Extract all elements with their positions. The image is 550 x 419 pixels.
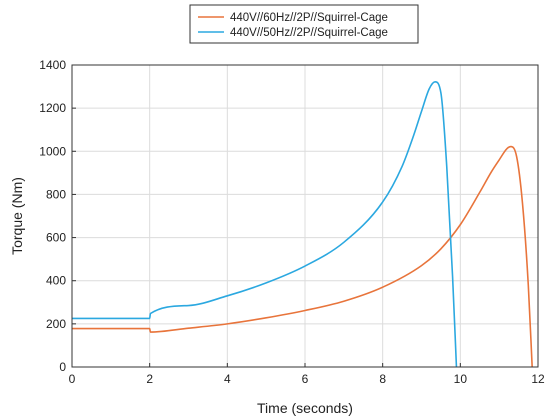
legend: 440V//60Hz//2P//Squirrel-Cage 440V//50Hz… [189, 4, 419, 44]
x-tick-label: 2 [146, 372, 153, 386]
legend-entry-60hz: 440V//60Hz//2P//Squirrel-Cage [230, 12, 388, 24]
x-tick-label: 0 [69, 372, 76, 386]
x-axis-label: Time (seconds) [257, 400, 353, 416]
series-line-50hz [72, 81, 458, 368]
y-tick-label: 1000 [39, 144, 66, 158]
x-tick-label: 4 [224, 372, 231, 386]
x-axis-ticks: 0 2 4 6 8 10 12 [69, 363, 545, 386]
y-tick-label: 200 [46, 317, 66, 331]
y-tick-label: 600 [46, 231, 66, 245]
x-tick-label: 12 [531, 372, 545, 386]
series-lines [72, 81, 533, 368]
series-line-60hz [72, 145, 533, 368]
y-tick-label: 1400 [39, 58, 66, 72]
y-axis-ticks: 0 200 400 600 800 1000 1200 1400 [39, 58, 76, 374]
y-tick-label: 400 [46, 274, 66, 288]
x-tick-label: 10 [454, 372, 468, 386]
x-tick-label: 8 [379, 372, 386, 386]
y-axis-label: Torque (Nm) [9, 177, 25, 255]
grid-lines [71, 64, 539, 368]
y-tick-label: 0 [59, 360, 66, 374]
legend-entry-50hz: 440V//50Hz//2P//Squirrel-Cage [230, 27, 388, 39]
y-tick-label: 800 [46, 187, 66, 201]
x-tick-label: 6 [302, 372, 309, 386]
legend-box [189, 4, 419, 44]
y-tick-label: 1200 [39, 101, 66, 115]
